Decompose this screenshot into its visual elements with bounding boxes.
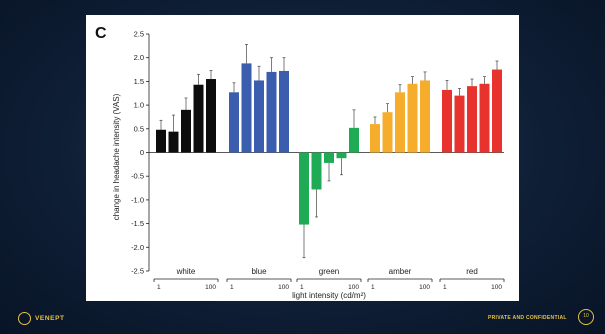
y-tick-label: -1.0 — [131, 195, 144, 204]
y-tick-label: -2.5 — [131, 267, 144, 276]
group-label-white: white — [176, 267, 196, 276]
y-tick-label: 0 — [140, 148, 144, 157]
bar-white — [206, 79, 216, 153]
bar-white — [156, 129, 166, 153]
y-axis-label: change in headache intensity (VAS) — [112, 93, 121, 220]
range-low-label: 1 — [443, 284, 447, 291]
y-tick-label: -0.5 — [131, 172, 144, 181]
bar-white — [193, 84, 204, 153]
bar-green — [349, 127, 359, 153]
panel-label: C — [95, 25, 107, 42]
range-low-label: 1 — [371, 284, 375, 291]
bar-amber — [382, 112, 393, 153]
range-low-label: 1 — [157, 284, 161, 291]
y-tick-label: 1.5 — [134, 77, 144, 86]
footer-logo: VENEPT — [18, 309, 65, 327]
range-low-label: 1 — [300, 284, 304, 291]
y-tick-label: 1.0 — [134, 101, 144, 110]
bar-red — [479, 83, 490, 153]
range-high-label: 100 — [348, 284, 359, 291]
bar-amber — [395, 92, 405, 153]
bar-red — [467, 86, 477, 153]
bar-blue — [279, 70, 289, 153]
bar-green — [324, 152, 334, 163]
bar-white — [181, 109, 191, 153]
bar-chart: C 2.5 2.0 1.5 1.0 0.5 0 -0.5 -1.0 -1.5 -2.0 -2.5 w… — [95, 25, 505, 300]
range-low-label: 1 — [230, 284, 234, 291]
figure-panel: C 2.5 2.0 1.5 1.0 0.5 0 -0.5 -1.0 -1.5 -2.0 -2.5 w… — [86, 15, 519, 301]
bar-green — [336, 152, 347, 159]
logo-mark-icon — [18, 311, 31, 325]
bar-green — [311, 152, 322, 190]
bar-blue — [254, 80, 264, 153]
range-high-label: 100 — [419, 284, 430, 291]
group-label-blue: blue — [251, 267, 267, 276]
bar-amber — [420, 80, 430, 153]
y-tick-label: 0.5 — [134, 124, 144, 133]
range-high-label: 100 — [205, 284, 216, 291]
range-high-label: 100 — [278, 284, 289, 291]
bar-amber — [407, 83, 418, 153]
bar-blue — [241, 63, 252, 153]
bar-blue — [229, 92, 239, 153]
bar-red — [492, 69, 502, 153]
y-tick-label: 2.0 — [134, 53, 144, 62]
bar-white — [168, 131, 179, 153]
y-tick-label: -1.5 — [131, 219, 144, 228]
range-high-label: 100 — [491, 284, 502, 291]
bar-green — [299, 152, 309, 225]
y-tick-label: -2.0 — [131, 243, 144, 252]
bar-blue — [266, 71, 277, 153]
page-number-badge: 10 — [578, 309, 594, 325]
y-tick-label: 2.5 — [134, 30, 144, 39]
group-label-amber: amber — [389, 267, 412, 276]
bar-amber — [370, 124, 380, 153]
bar-red — [442, 89, 452, 153]
group-label-green: green — [319, 267, 339, 276]
group-label-red: red — [466, 267, 478, 276]
logo-text: VENEPT — [35, 314, 65, 322]
bar-red — [454, 95, 465, 153]
x-axis-label: light intensity (cd/m²) — [292, 291, 366, 300]
confidential-label: PRIVATE AND CONFIDENTIAL — [488, 315, 567, 321]
